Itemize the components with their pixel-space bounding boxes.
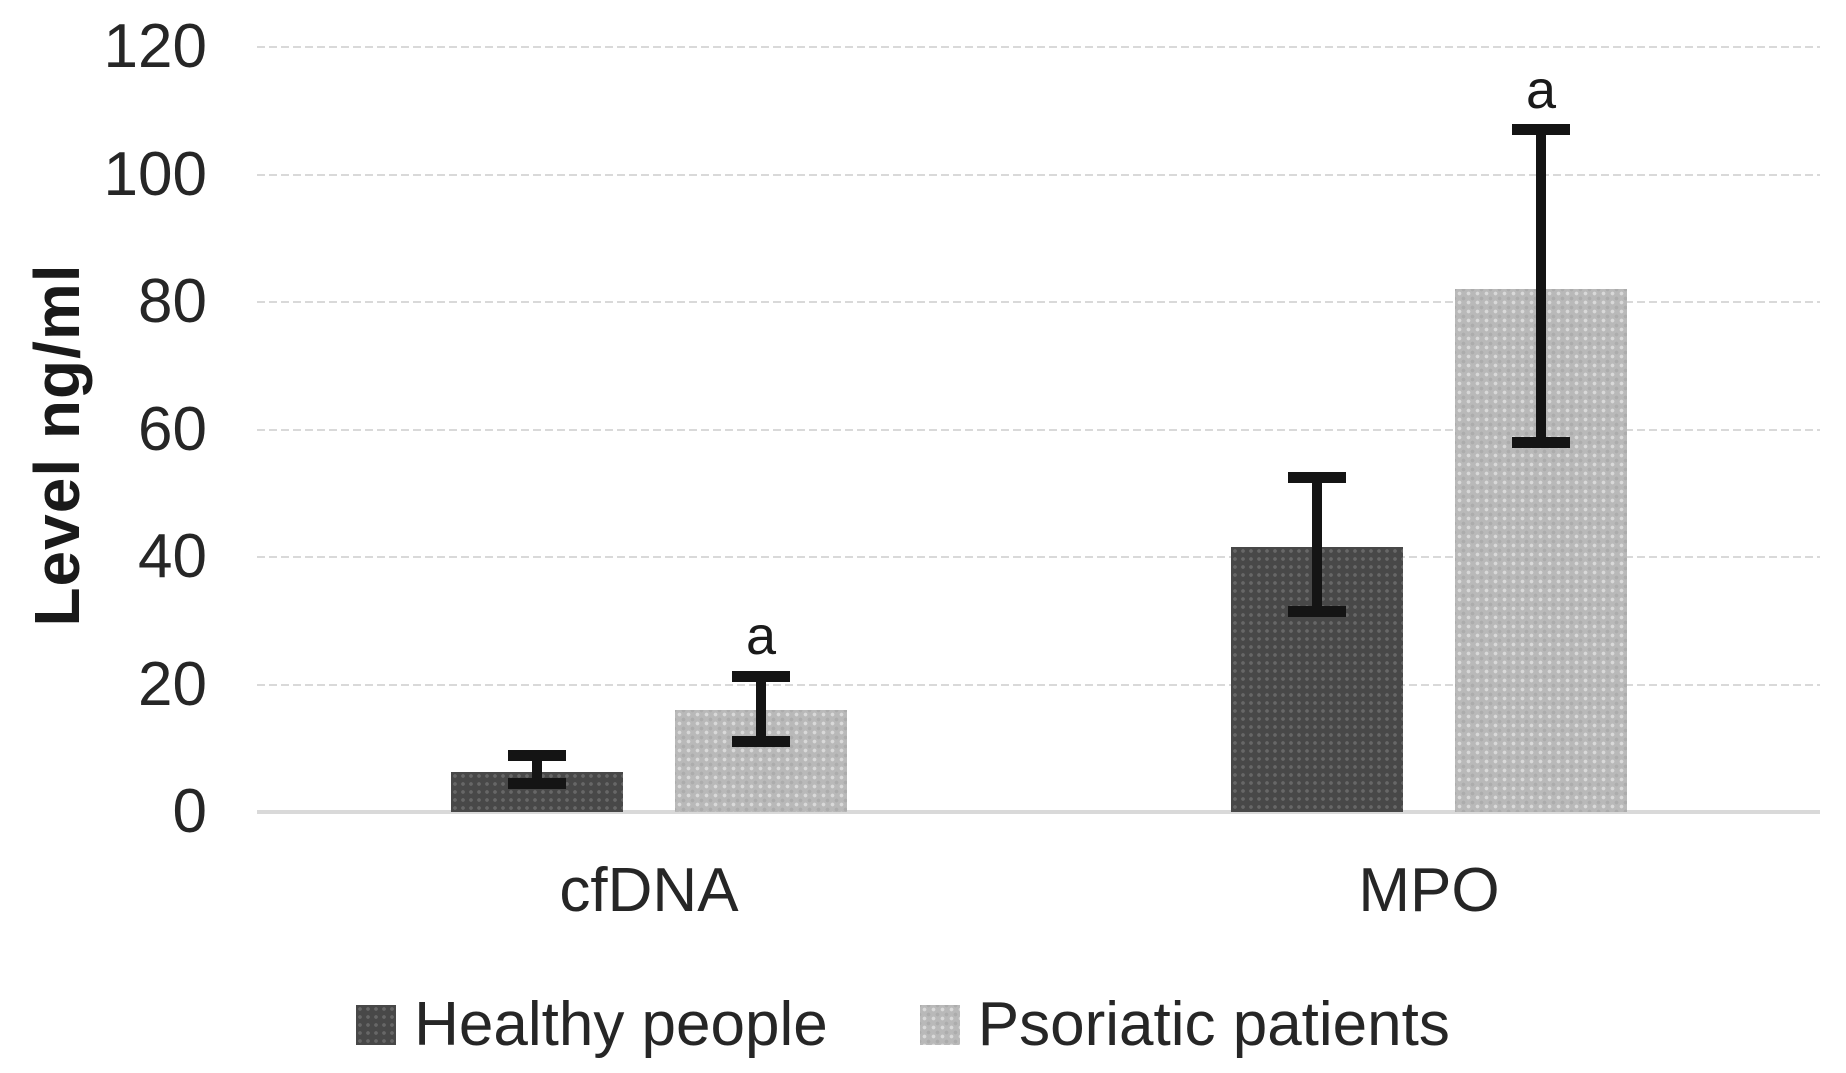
x-axis-line (257, 810, 1820, 814)
y-tick-label-0: 0 (172, 777, 207, 846)
error-bar-top-cap (732, 670, 790, 682)
legend-item-healthy-people: Healthy people (356, 992, 828, 1058)
error-bar-bottom-cap (508, 777, 566, 789)
y-tick-label-40: 40 (138, 522, 207, 591)
legend: Healthy people Psoriatic patients (0, 992, 1806, 1058)
error-bar-bottom-cap (1512, 436, 1570, 448)
legend-item-psoriatic-patients: Psoriatic patients (919, 990, 1450, 1059)
gridline-60 (257, 428, 1820, 431)
error-bar-bottom-cap (1288, 605, 1346, 617)
y-tick-label-120: 120 (103, 12, 207, 81)
legend-swatch-psoriatic-patients (919, 1005, 960, 1045)
legend-swatch-healthy-people (356, 1005, 397, 1045)
legend-label-healthy-people: Healthy people (414, 990, 828, 1059)
error-bar-top-cap (508, 750, 566, 762)
y-tick-label-60: 60 (138, 394, 207, 464)
error-bar-stem (1536, 129, 1546, 443)
error-bar-stem (756, 676, 766, 742)
error-bar-stem (1312, 477, 1322, 612)
y-tick-label-80: 80 (138, 267, 207, 336)
y-tick-label-20: 20 (138, 649, 207, 719)
error-bar-top-cap (1288, 471, 1346, 483)
y-tick-label-100: 100 (103, 139, 207, 209)
error-bar-bottom-cap (732, 736, 790, 748)
error-bar-stem (532, 755, 542, 784)
x-category-label-cfdna: cfDNA (559, 856, 739, 925)
gridline-120 (257, 46, 1820, 48)
significance-annotation-cfdna: a (745, 606, 777, 667)
x-category-label-mpo: MPO (1358, 856, 1500, 925)
significance-annotation-mpo: a (1525, 59, 1557, 120)
gridline-80 (257, 301, 1820, 303)
legend-label-psoriatic-patients: Psoriatic patients (977, 990, 1450, 1059)
error-bar-top-cap (1512, 124, 1570, 136)
gridline-20 (257, 683, 1820, 686)
gridline-100 (257, 173, 1820, 176)
gridline-40 (257, 556, 1820, 558)
